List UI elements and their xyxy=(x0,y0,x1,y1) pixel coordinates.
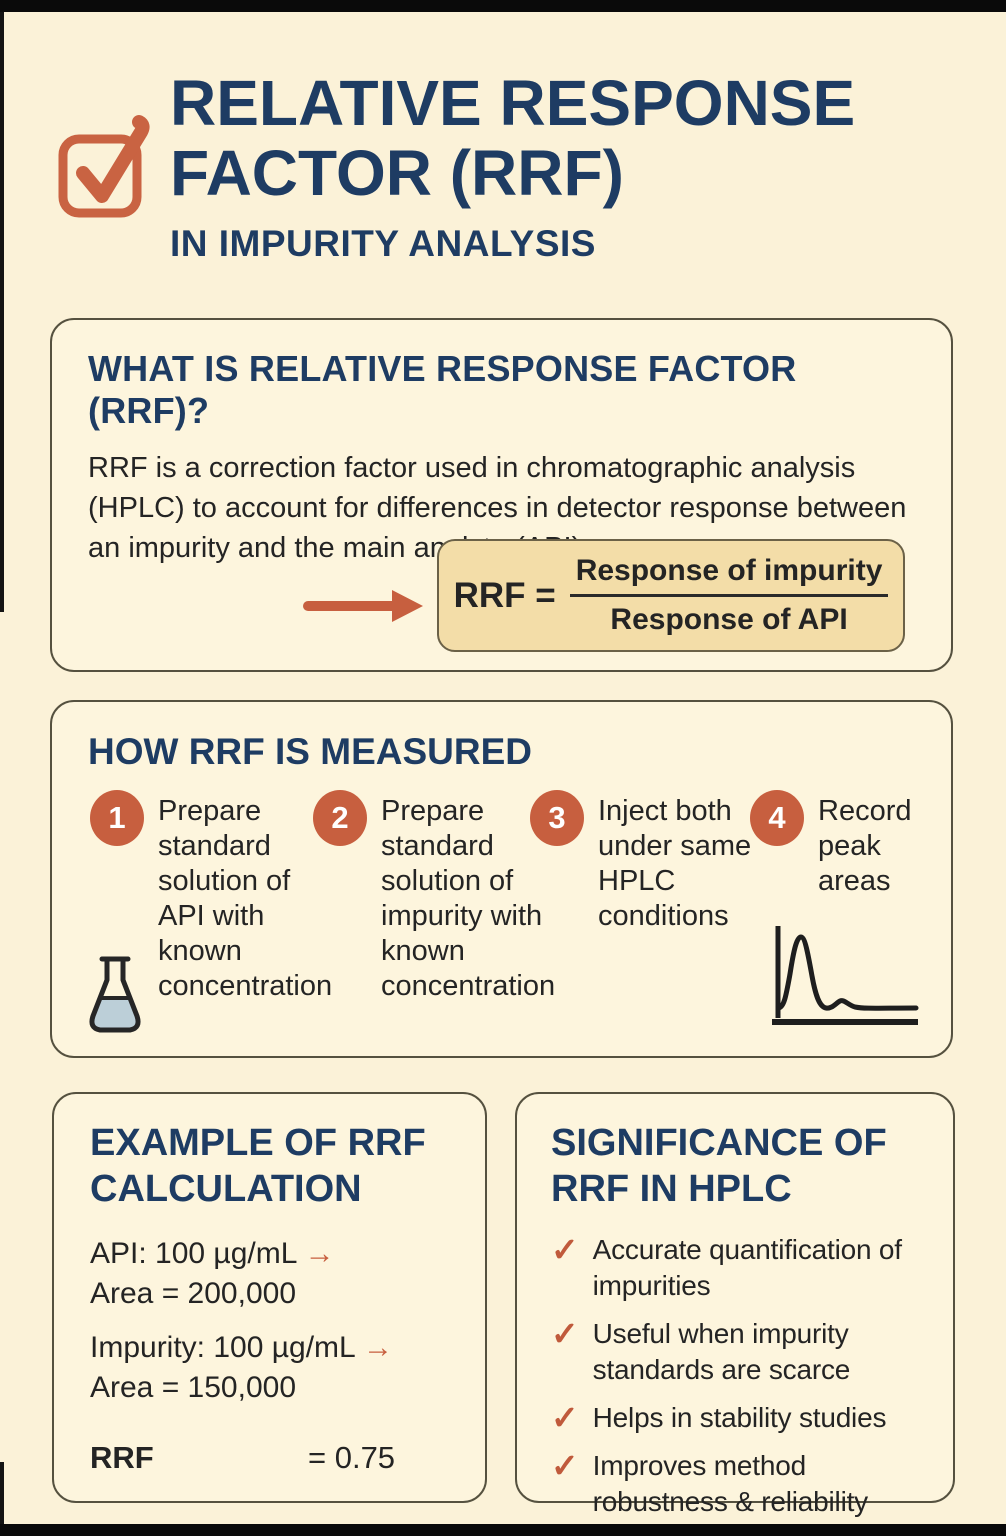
bottom-letterbox-bar xyxy=(0,1524,1006,1536)
significance-item: ✓ Useful when impurity standards are sca… xyxy=(551,1316,919,1388)
example-api-area: Area = 200,000 xyxy=(90,1277,297,1310)
chromatogram-peak-icon xyxy=(770,922,920,1035)
rrf-result-value: = 0.75 xyxy=(308,1440,396,1475)
example-api-text: API: 100 µg/mL xyxy=(90,1237,297,1270)
rrf-formula-box: RRF = Response of impurity Response of A… xyxy=(437,539,905,652)
what-is-rrf-card: WHAT IS RELATIVE RESPONSE FACTOR (RRF)? … xyxy=(50,318,953,672)
significance-item-text: Improves method robustness & reliability xyxy=(592,1450,869,1517)
significance-item: ✓ Helps in stability studies xyxy=(551,1400,919,1436)
significance-list: ✓ Accurate quantification of impurities … xyxy=(551,1232,919,1520)
example-impurity-line: Impurity: 100 µg/mL → xyxy=(90,1328,449,1368)
step-1: 1 Prepare standard solution of API with … xyxy=(90,790,340,1004)
step-2-number-badge: 2 xyxy=(313,790,367,846)
top-letterbox-bar xyxy=(0,0,1006,12)
small-arrow-icon: → xyxy=(304,1237,335,1270)
significance-item-text: Helps in stability studies xyxy=(592,1402,887,1433)
step-1-number-badge: 1 xyxy=(90,790,144,846)
check-icon: ✓ xyxy=(551,1231,579,1268)
flask-icon xyxy=(86,954,144,1041)
what-is-heading: WHAT IS RELATIVE RESPONSE FACTOR (RRF)? xyxy=(88,348,797,431)
check-icon: ✓ xyxy=(551,1447,579,1484)
step-3-text: Inject both under same HPLC conditions xyxy=(598,795,752,932)
example-impurity-area: Area = 150,000 xyxy=(90,1371,297,1404)
title-block: RELATIVE RESPONSE FACTOR (RRF) IN IMPURI… xyxy=(170,68,955,266)
formula-lhs: RRF = xyxy=(453,575,556,615)
page-subtitle: IN IMPURITY ANALYSIS xyxy=(170,223,596,264)
formula-denominator: Response of API xyxy=(610,603,848,636)
checkbox-icon xyxy=(55,106,155,226)
significance-item-text: Useful when impurity standards are scarc… xyxy=(592,1318,851,1385)
step-4-number-badge: 4 xyxy=(750,790,804,846)
small-arrow-icon: → xyxy=(362,1331,393,1364)
step-2-text: Prepare standard solution of impurity wi… xyxy=(381,795,556,1002)
formula-fraction: Response of impurity Response of API xyxy=(569,552,889,639)
significance-card: SIGNIFICANCE OF RRF IN HPLC ✓ Accurate q… xyxy=(515,1092,955,1517)
step-4-text: Record peak areas xyxy=(818,795,912,897)
step-1-text: Prepare standard solution of API with kn… xyxy=(158,795,333,1002)
significance-item-text: Accurate quantification of impurities xyxy=(592,1234,902,1301)
example-card: EXAMPLE OF RRF CALCULATION API: 100 µg/m… xyxy=(52,1092,487,1503)
long-arrow-icon xyxy=(302,587,427,630)
step-3: 3 Inject both under same HPLC conditions xyxy=(530,790,768,934)
rrf-result-row: RRF = 0.75 xyxy=(90,1440,449,1480)
check-icon: ✓ xyxy=(551,1315,579,1352)
page-title-line2: FACTOR (RRF) xyxy=(170,137,624,209)
step-3-number-badge: 3 xyxy=(530,790,584,846)
how-measured-card: HOW RRF IS MEASURED 1 Prepare standard s… xyxy=(50,700,953,1058)
left-edge-strip-bottom xyxy=(0,1462,4,1536)
significance-item: ✓ Improves method robustness & reliabili… xyxy=(551,1448,919,1520)
example-api-line: API: 100 µg/mL → xyxy=(90,1234,449,1274)
formula-numerator: Response of impurity xyxy=(569,552,889,597)
how-measured-heading: HOW RRF IS MEASURED xyxy=(88,731,532,772)
significance-item: ✓ Accurate quantification of impurities xyxy=(551,1232,919,1304)
example-heading: EXAMPLE OF RRF CALCULATION xyxy=(90,1122,426,1210)
step-2: 2 Prepare standard solution of impurity … xyxy=(313,790,556,1004)
step-4: 4 Record peak areas xyxy=(750,790,943,899)
example-impurity-text: Impurity: 100 µg/mL xyxy=(90,1331,355,1364)
check-icon: ✓ xyxy=(551,1399,579,1436)
left-edge-strip xyxy=(0,12,4,612)
significance-heading: SIGNIFICANCE OF RRF IN HPLC xyxy=(551,1122,887,1210)
rrf-result-label: RRF xyxy=(90,1440,154,1475)
page-title-line1: RELATIVE RESPONSE xyxy=(170,67,856,139)
formula-row: RRF = Response of impurity Response of A… xyxy=(52,539,955,659)
